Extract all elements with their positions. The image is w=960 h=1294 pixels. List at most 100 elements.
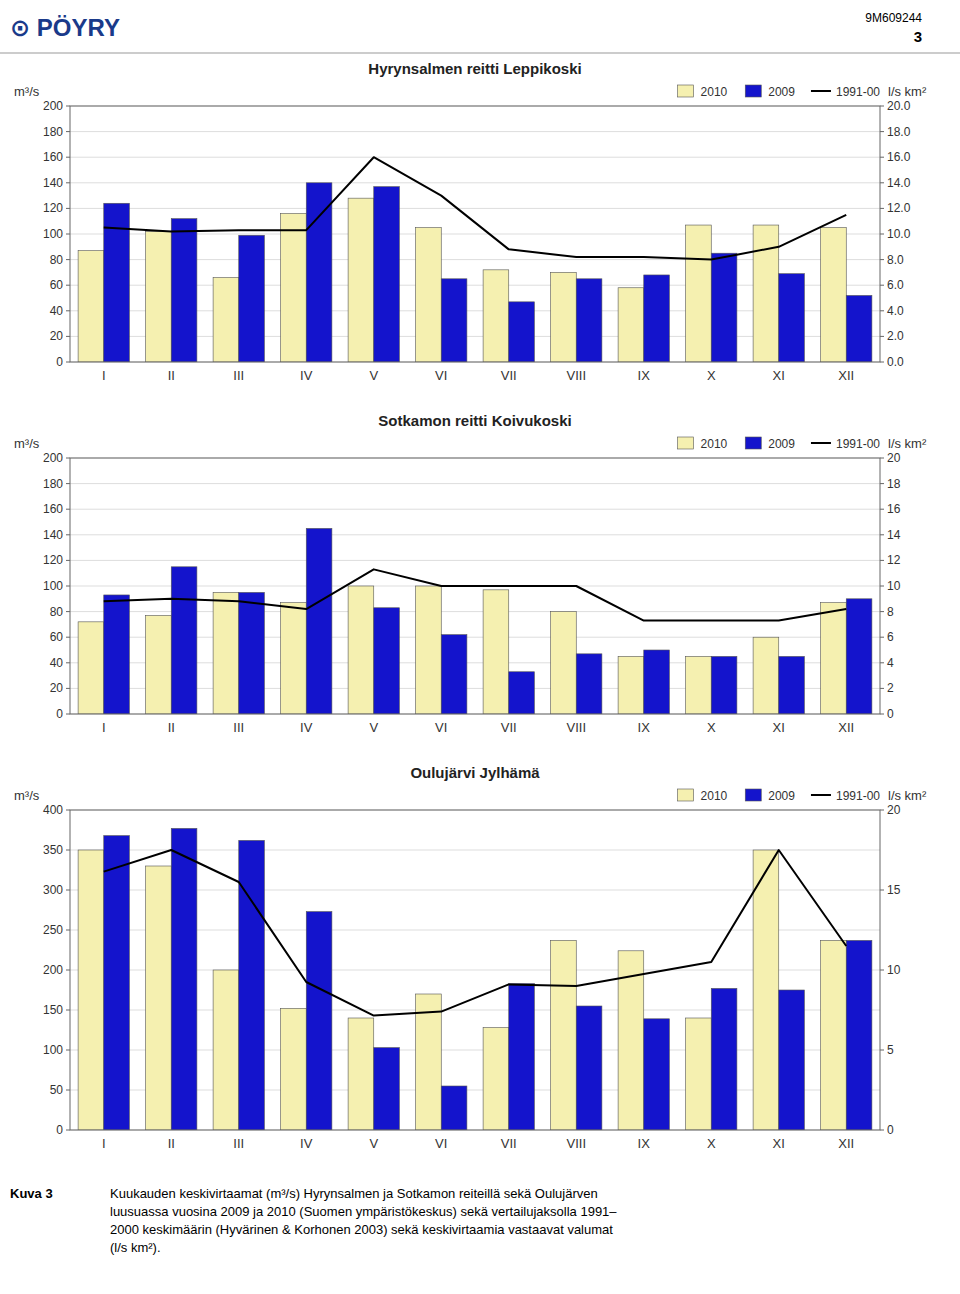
page: ⊙ PÖYRY9M6092443Hyrynsalmen reitti Leppi… (0, 0, 960, 1294)
bar (441, 279, 467, 362)
y-tick (66, 1090, 70, 1091)
y-tick-label: 40 (50, 304, 64, 318)
x-tick-label: IX (638, 1136, 651, 1151)
bar (441, 635, 467, 714)
x-tick-label: IV (300, 720, 313, 735)
y2-tick-label: 4.0 (887, 304, 904, 318)
y2-tick (880, 285, 884, 286)
x-tick-label: VI (435, 1136, 447, 1151)
y-tick (66, 106, 70, 107)
bar (644, 275, 670, 362)
x-tick-label: VII (501, 720, 517, 735)
y-tick (66, 483, 70, 484)
y-tick (66, 458, 70, 459)
caption-line: Kuukauden keskivirtaamat (m³/s) Hyrynsal… (110, 1186, 598, 1201)
grid-line (70, 208, 880, 209)
y2-tick-label: 12 (887, 553, 901, 567)
y-tick-label: 200 (43, 451, 63, 465)
y-axis-label: m³/s (14, 788, 40, 803)
legend-swatch (745, 85, 761, 97)
y-tick-label: 40 (50, 656, 64, 670)
y2-tick-label: 10.0 (887, 227, 911, 241)
legend-swatch (811, 442, 831, 444)
y-tick-label: 160 (43, 502, 63, 516)
bar (644, 1019, 670, 1130)
y-tick (66, 850, 70, 851)
bar (374, 608, 400, 714)
bar (104, 836, 130, 1130)
y2-tick (880, 259, 884, 260)
y2-tick (880, 182, 884, 183)
y2-tick (880, 157, 884, 158)
legend-swatch (811, 90, 831, 92)
y2-tick-label: 4 (887, 656, 894, 670)
chart: Sotkamon reitti Koivukoskim³/sl/s km²020… (14, 412, 927, 735)
background (0, 0, 960, 1294)
legend-swatch (678, 85, 694, 97)
x-tick-label: V (369, 720, 378, 735)
bar (686, 1018, 712, 1130)
bar (348, 198, 374, 362)
bar (306, 183, 332, 362)
bar (374, 187, 400, 362)
bar (239, 840, 265, 1130)
bar (753, 637, 779, 714)
y-tick (66, 810, 70, 811)
y-tick-label: 120 (43, 201, 63, 215)
y2-tick-label: 10 (887, 579, 901, 593)
x-tick-label: IV (300, 1136, 313, 1151)
bar (686, 656, 712, 714)
y-tick (66, 611, 70, 612)
bar (576, 654, 602, 714)
bar (416, 994, 442, 1130)
y2-tick (880, 662, 884, 663)
bar (306, 912, 332, 1130)
x-tick-label: I (102, 1136, 106, 1151)
bar (146, 615, 172, 714)
y2-tick (880, 534, 884, 535)
y-tick (66, 890, 70, 891)
y-tick-label: 100 (43, 579, 63, 593)
y2-tick-label: 6.0 (887, 278, 904, 292)
bar (213, 278, 239, 362)
bar (239, 235, 265, 362)
y2-tick (880, 234, 884, 235)
y-tick (66, 336, 70, 337)
y-axis-label: m³/s (14, 436, 40, 451)
grid-line (70, 182, 880, 183)
chart-title: Oulujärvi Jylhämä (410, 764, 540, 781)
bar (281, 1008, 307, 1130)
y-tick-label: 0 (56, 707, 63, 721)
y2-tick (880, 611, 884, 612)
x-tick-label: X (707, 720, 716, 735)
y2-tick (880, 1050, 884, 1051)
bar (644, 650, 670, 714)
legend-swatch (745, 437, 761, 449)
caption-line: luusuassa vuosina 2009 ja 2010 (Suomen y… (110, 1204, 617, 1219)
y-tick (66, 560, 70, 561)
x-tick-label: V (369, 368, 378, 383)
y2-tick (880, 810, 884, 811)
y-tick-label: 350 (43, 843, 63, 857)
bar (78, 850, 104, 1130)
x-tick-label: I (102, 720, 106, 735)
x-tick-label: XII (838, 1136, 854, 1151)
y2-tick-label: 2 (887, 681, 894, 695)
y2-tick-label: 8 (887, 605, 894, 619)
x-tick-label: I (102, 368, 106, 383)
y2-tick (880, 362, 884, 363)
y-tick-label: 60 (50, 630, 64, 644)
legend-label: 2010 (701, 437, 728, 451)
y2-tick-label: 2.0 (887, 329, 904, 343)
bar (576, 1006, 602, 1130)
y2-tick-label: 0.0 (887, 355, 904, 369)
x-tick-label: II (168, 720, 175, 735)
y2-tick-label: 18 (887, 477, 901, 491)
chart: Hyrynsalmen reitti Leppikoskim³/sl/s km²… (14, 60, 927, 383)
line (104, 157, 847, 259)
bar (441, 1086, 467, 1130)
bar (753, 850, 779, 1130)
plot-frame (70, 810, 880, 1130)
x-tick-label: XII (838, 368, 854, 383)
bar (821, 603, 847, 714)
